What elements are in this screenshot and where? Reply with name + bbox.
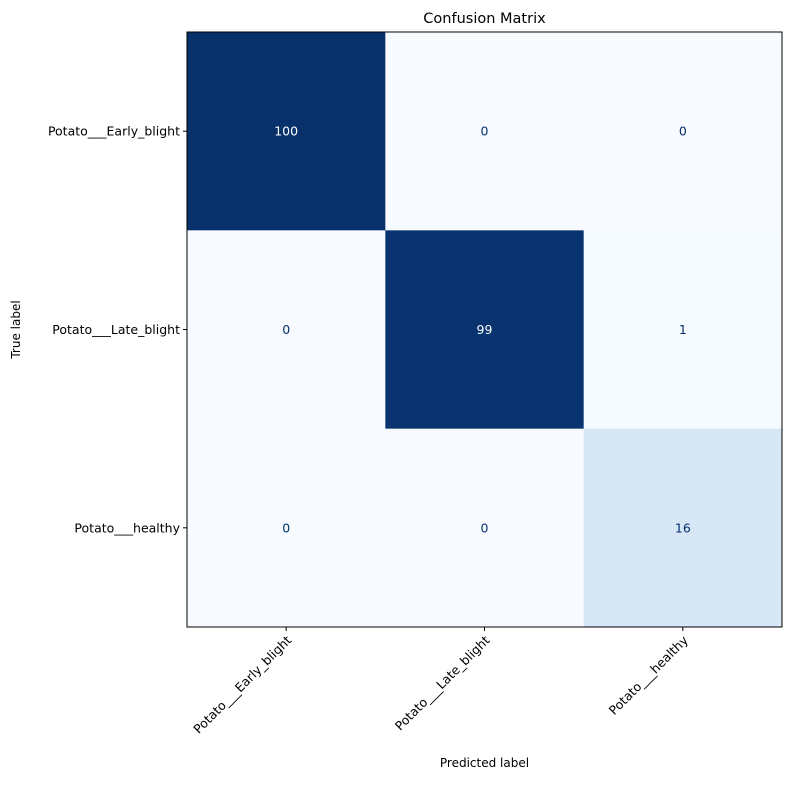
- x-tick-label: Potato___Late_blight: [392, 632, 493, 733]
- y-axis-label: True label: [9, 300, 23, 359]
- cell-value-label: 0: [481, 520, 489, 535]
- chart-title: Confusion Matrix: [423, 11, 546, 27]
- cell-value-label: 99: [477, 322, 493, 337]
- x-axis-label: Predicted label: [440, 756, 529, 770]
- x-tick-label: Potato___healthy: [606, 632, 692, 718]
- cell-value-label: 0: [282, 520, 290, 535]
- cell-value-label: 0: [679, 124, 687, 139]
- heatmap-cell: [583, 32, 783, 231]
- heatmap-cell: [187, 32, 386, 231]
- y-tick-label: Potato___Late_blight: [52, 322, 180, 337]
- axes-frame: [186, 31, 783, 628]
- heatmap-cell: [583, 428, 783, 628]
- heatmap-cell: [187, 428, 386, 628]
- cell-value-label: 1: [679, 322, 687, 337]
- cell-value-label: 16: [675, 520, 691, 535]
- y-tick-label: Potato___healthy: [74, 520, 180, 535]
- heatmap-cell: [385, 32, 585, 231]
- heatmap-cell: [187, 230, 386, 430]
- y-tick-label: Potato___Early_blight: [48, 124, 180, 139]
- x-tick-label: Potato___Early_blight: [190, 632, 294, 736]
- cell-value-label: 100: [274, 124, 298, 139]
- heatmap-cell: [385, 230, 585, 430]
- heatmap-cell: [385, 428, 585, 628]
- heatmap-cell: [583, 230, 783, 430]
- cell-value-label: 0: [282, 322, 290, 337]
- cell-value-label: 0: [481, 124, 489, 139]
